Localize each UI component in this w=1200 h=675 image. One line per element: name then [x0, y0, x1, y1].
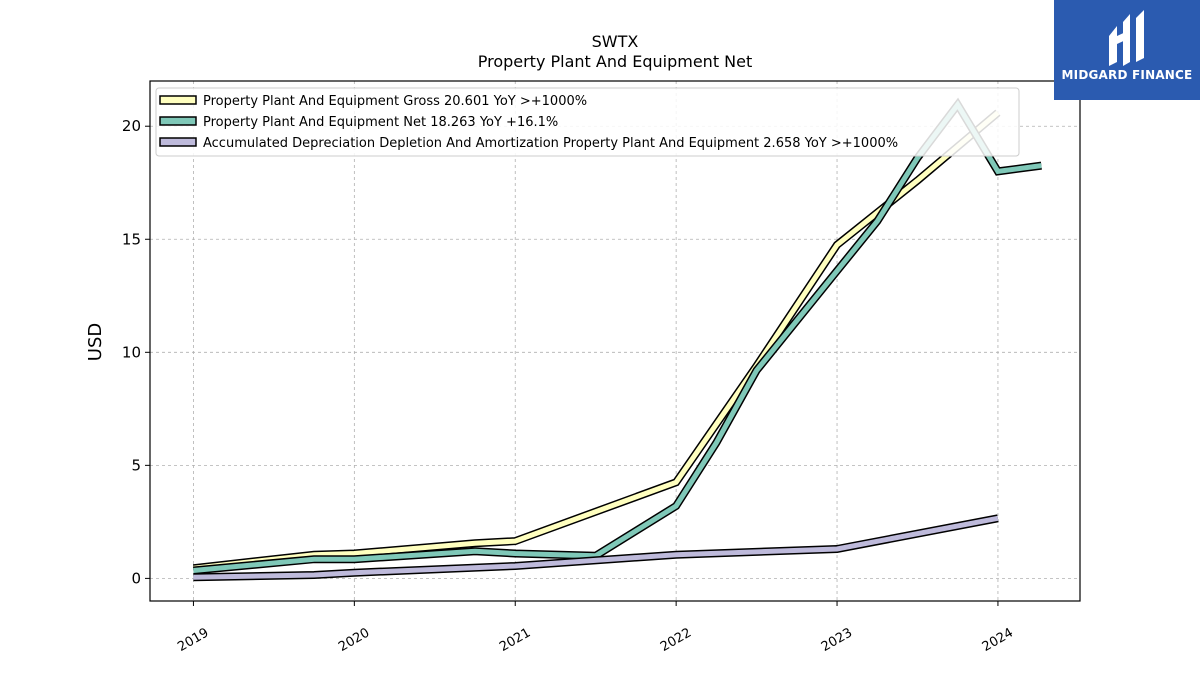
legend-swatch — [159, 137, 197, 147]
legend-entry: Property Plant And Equipment Gross 20.60… — [203, 94, 587, 109]
x-tick-label: 2019 — [175, 625, 211, 655]
x-tick-label: 2023 — [819, 625, 855, 655]
x-tick-label: 2021 — [497, 625, 533, 655]
plot-frame — [149, 80, 1081, 602]
series-line-outline — [192, 109, 1001, 573]
legend-swatch — [159, 95, 197, 105]
y-tick-label: 15 — [122, 230, 141, 248]
y-tick-label: 10 — [122, 343, 141, 361]
brand-mark-icon — [1109, 10, 1144, 66]
chart-title: Property Plant And Equipment Net — [477, 52, 753, 71]
series-line — [193, 110, 1000, 571]
x-tick-label: 2020 — [336, 625, 372, 655]
series-lines — [192, 97, 1042, 582]
y-tick-label: 5 — [131, 456, 141, 474]
legend-entry: Property Plant And Equipment Net 18.263 … — [203, 115, 558, 130]
y-tick-label: 20 — [122, 117, 141, 135]
legend: Property Plant And Equipment Gross 20.60… — [155, 87, 1020, 157]
chart-title-ticker: SWTX — [591, 32, 639, 51]
legend-entry: Accumulated Depreciation Depletion And A… — [203, 136, 898, 151]
y-tick-label: 0 — [131, 569, 141, 587]
x-tick-label: 2022 — [658, 625, 694, 655]
x-tick-label: 2024 — [980, 625, 1016, 655]
series-line — [193, 515, 999, 580]
y-axis-label: USD — [85, 323, 106, 361]
legend-box — [155, 87, 1020, 157]
series-line-outline — [193, 514, 999, 582]
brand-name: MIDGARD FINANCE — [1061, 68, 1193, 82]
brand-logo: MIDGARD FINANCE — [1054, 0, 1200, 100]
legend-swatch — [159, 116, 197, 126]
